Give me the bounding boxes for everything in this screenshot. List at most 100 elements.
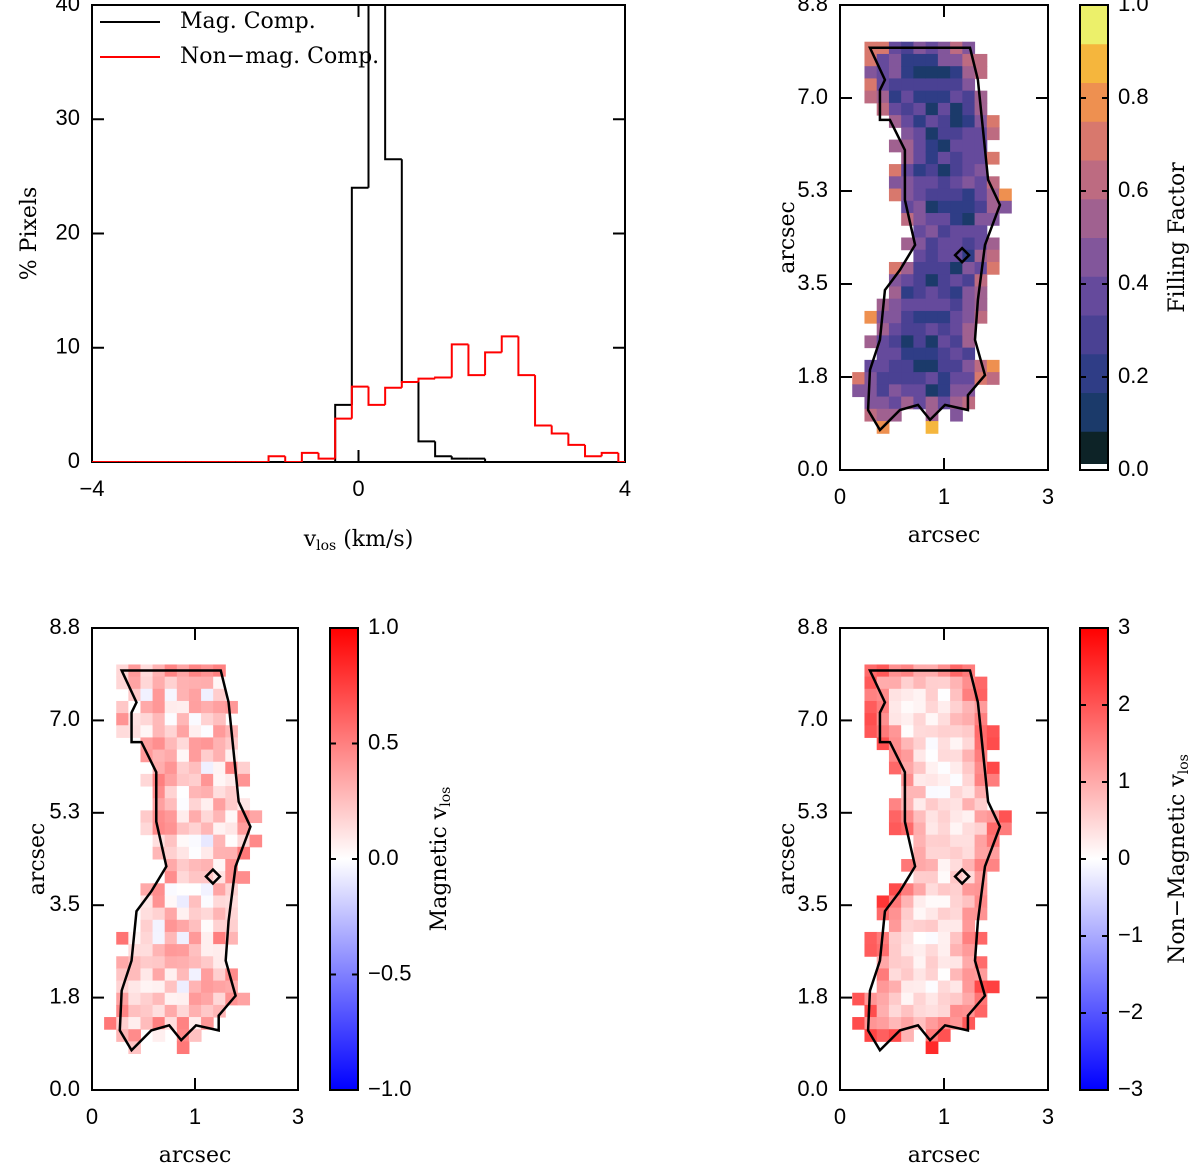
map-pixel [950, 992, 963, 1006]
map-pixel [888, 956, 902, 969]
map-pixel [213, 688, 226, 702]
map-pixel [950, 298, 963, 312]
map-pixel [213, 956, 226, 969]
map-pixel [913, 749, 927, 763]
map-pixel [852, 1017, 865, 1030]
map-pixel [901, 810, 914, 824]
map-pixel [152, 676, 166, 690]
map-pixel [937, 822, 951, 836]
map-pixel [937, 274, 951, 287]
map-pixel [888, 968, 902, 982]
map-pixel [864, 688, 878, 702]
x-axis-label: arcsec [159, 1143, 232, 1168]
map-pixel [925, 725, 939, 738]
colorbar-band [1080, 276, 1108, 316]
map-pixel [925, 919, 939, 933]
map-pixel [176, 944, 190, 957]
colorbar-label: Filling Factor [1165, 162, 1190, 313]
map-pixel [888, 761, 902, 775]
colorbar-band [1080, 121, 1108, 161]
map-pixel [950, 274, 963, 287]
map-pixel [950, 213, 963, 226]
map-pixel [901, 676, 914, 690]
histogram-step [600, 451, 619, 457]
histogram-step [417, 377, 436, 383]
map-pixel [937, 713, 951, 726]
x-axis-label-part: (km/s) [336, 527, 413, 552]
y-tick-label: 1.8 [797, 983, 828, 1008]
map-pixel [962, 237, 976, 251]
x-axis-label-part: los [316, 538, 336, 554]
map-pixel [888, 931, 902, 945]
map-pixel [937, 225, 951, 238]
map-pixel [913, 139, 927, 153]
x-tick-label: 0 [834, 484, 846, 509]
map-pixel [925, 421, 939, 434]
map-pixel [152, 700, 166, 714]
y-tick-label: 7.0 [49, 706, 80, 731]
map-pixel [913, 883, 927, 896]
map-pixel [986, 859, 1000, 872]
map-pixel [176, 1004, 190, 1018]
map-pixel [249, 810, 263, 824]
map-pixel [128, 725, 141, 738]
map-pixel [176, 968, 190, 982]
map-pixel [864, 310, 878, 324]
map-pixel [876, 53, 890, 67]
colorbar-band [1080, 5, 1108, 45]
map-pixel [225, 700, 238, 714]
map-pixel [176, 713, 190, 726]
colorbar-tick-label: 0.2 [1118, 363, 1149, 388]
map-pixel [888, 102, 902, 116]
map-pixel [925, 53, 939, 67]
map-pixel [974, 749, 988, 763]
map-pixel [925, 359, 939, 373]
map-pixel [913, 164, 927, 177]
map-pixel [974, 249, 988, 263]
map-pixel [937, 761, 951, 775]
map-pixel [164, 688, 178, 702]
map-pixel [913, 335, 927, 349]
map-pixel [188, 676, 202, 690]
map-pixel [876, 737, 890, 751]
map-pixel [176, 907, 190, 921]
map-pixel [201, 931, 214, 945]
map-pixel [901, 919, 914, 933]
map-pixel [937, 968, 951, 982]
map-pixel [152, 907, 166, 921]
map-pixel [901, 53, 914, 67]
colorbar-label: Non−Magnetic vlos [1165, 754, 1192, 964]
map-pixel [128, 980, 141, 994]
map-pixel [986, 200, 1000, 214]
map-pixel [188, 956, 202, 969]
map-pixel [901, 90, 914, 104]
map-pixel [901, 274, 914, 287]
map-pixel [974, 213, 988, 226]
map-pixel [888, 66, 902, 79]
map-pixel [937, 749, 951, 763]
map-pixel [937, 980, 951, 994]
y-tick-label: 0.0 [49, 1076, 80, 1101]
map-pixel [152, 956, 166, 969]
colorbar-band [1080, 315, 1108, 355]
map-pixel [925, 225, 939, 238]
map-pixel [950, 78, 963, 92]
histogram-step [517, 336, 536, 377]
map-pixel [937, 188, 951, 202]
map-pixel [925, 372, 939, 385]
map-pixel [152, 749, 166, 763]
map-pixel [201, 749, 214, 763]
map-pixel [962, 310, 976, 324]
map-pixel [188, 725, 202, 738]
map-pixel [962, 895, 976, 909]
map-pixel [237, 871, 251, 884]
map-pixel [937, 323, 951, 336]
map-pixel [950, 846, 963, 860]
map-pixel [962, 810, 976, 824]
map-pixel [913, 188, 927, 202]
map-pixel [876, 408, 890, 422]
map-pixel [188, 822, 202, 836]
map-pixel [937, 725, 951, 738]
map-pixel [888, 980, 902, 994]
map-pixel [876, 968, 890, 982]
